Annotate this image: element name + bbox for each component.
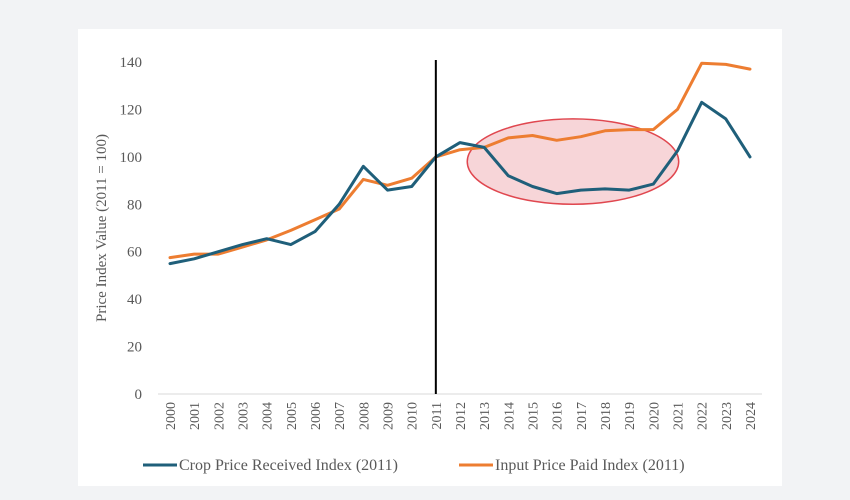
x-tick-label: 2004 (261, 402, 276, 430)
series-line (168, 100, 752, 266)
legend-label: Crop Price Received Index (2011) (179, 457, 398, 474)
y-tick-label: 100 (120, 150, 143, 166)
y-tick-label: 140 (120, 55, 143, 71)
x-tick-label: 2014 (502, 402, 517, 430)
x-tick-label: 2007 (333, 402, 348, 430)
y-tick-label: 0 (135, 387, 143, 403)
x-tick-label: 2005 (285, 402, 300, 430)
x-tick-label: 2015 (527, 402, 542, 430)
y-tick-label: 20 (127, 340, 142, 356)
x-tick-label: 2009 (382, 402, 397, 430)
legend-item: Input Price Paid Index (2011) (459, 457, 685, 474)
x-tick-label: 2021 (672, 402, 687, 430)
x-tick-label: 2020 (647, 402, 662, 430)
highlight-ellipse (466, 118, 680, 206)
x-tick-label: 2013 (478, 402, 493, 430)
x-tick-label: 2012 (454, 402, 469, 430)
x-tick-label: 2016 (551, 402, 566, 430)
y-tick-label: 40 (127, 292, 142, 308)
x-tick-label: 2023 (720, 402, 735, 430)
x-tick-label: 2019 (623, 402, 638, 430)
x-tick-label: 2002 (212, 402, 227, 430)
x-tick-label: 2024 (744, 402, 759, 430)
x-tick-label: 2001 (188, 402, 203, 430)
x-tick-label: 2003 (237, 402, 252, 430)
x-tick-label: 2006 (309, 402, 324, 430)
legend-label: Input Price Paid Index (2011) (495, 457, 685, 474)
legend-item: Crop Price Received Index (2011) (143, 457, 398, 474)
y-axis-title: Price Index Value (2011 = 100) (94, 134, 110, 322)
x-tick-label: 2011 (430, 402, 445, 429)
x-tick-label: 2010 (406, 402, 421, 430)
y-tick-label: 60 (127, 245, 142, 261)
x-tick-label: 2008 (357, 402, 372, 430)
x-tick-label: 2018 (599, 402, 614, 430)
x-tick-label: 2022 (696, 402, 711, 430)
y-tick-label: 80 (127, 197, 142, 213)
x-tick-label: 2017 (575, 402, 590, 430)
x-tick-label: 2000 (164, 402, 179, 430)
y-tick-label: 120 (120, 102, 143, 118)
